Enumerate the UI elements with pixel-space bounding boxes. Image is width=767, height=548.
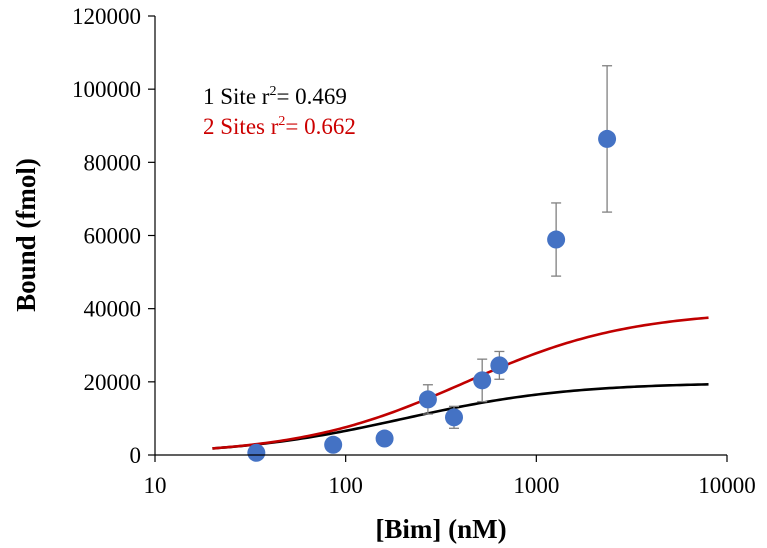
x-tick-label: 100: [328, 473, 363, 498]
x-tick-label: 1000: [513, 473, 559, 498]
y-tick-labels: 0 20000 40000 60000 80000 100000 120000: [72, 4, 155, 468]
data-point: [324, 435, 343, 454]
y-tick-label: 100000: [72, 77, 141, 102]
x-tick-label: 10000: [698, 473, 756, 498]
y-tick-label: 20000: [84, 370, 142, 395]
annotation-1-site: 1 Site r2= 0.469: [203, 84, 347, 109]
error-bars: [422, 65, 613, 429]
annotation-2-suffix: = 0.662: [285, 114, 355, 139]
y-tick-label: 0: [130, 443, 142, 468]
data-point: [598, 129, 617, 148]
x-axis-title: [Bim] (nM): [375, 514, 506, 544]
annotation-2-sup: 2: [278, 114, 285, 129]
x-tick-labels: 10 100 1000 10000: [144, 455, 756, 498]
annotation-1-sup: 2: [269, 84, 276, 99]
data-point: [547, 230, 566, 249]
annotation-2-sites: 2 Sites r2= 0.662: [203, 114, 356, 139]
y-tick-label: 40000: [84, 297, 142, 322]
data-point: [418, 390, 437, 409]
x-tick-label: 10: [144, 473, 167, 498]
axes: [154, 16, 727, 456]
y-tick-label: 60000: [84, 224, 142, 249]
data-points: [247, 129, 617, 462]
data-point: [445, 408, 464, 427]
annotation-1-prefix: 1 Site r: [203, 84, 270, 109]
data-point: [247, 443, 266, 462]
y-tick-label: 80000: [84, 150, 142, 175]
data-point: [375, 429, 394, 448]
fit-curves: [212, 316, 709, 450]
fit-curve-2: [212, 316, 709, 450]
y-tick-label: 120000: [72, 4, 141, 29]
data-point: [473, 371, 492, 390]
y-axis-title: Bound (fmol): [11, 158, 41, 312]
data-point: [490, 356, 509, 375]
annotation-1-suffix: = 0.469: [276, 84, 346, 109]
annotation-2-prefix: 2 Sites r: [203, 114, 279, 139]
